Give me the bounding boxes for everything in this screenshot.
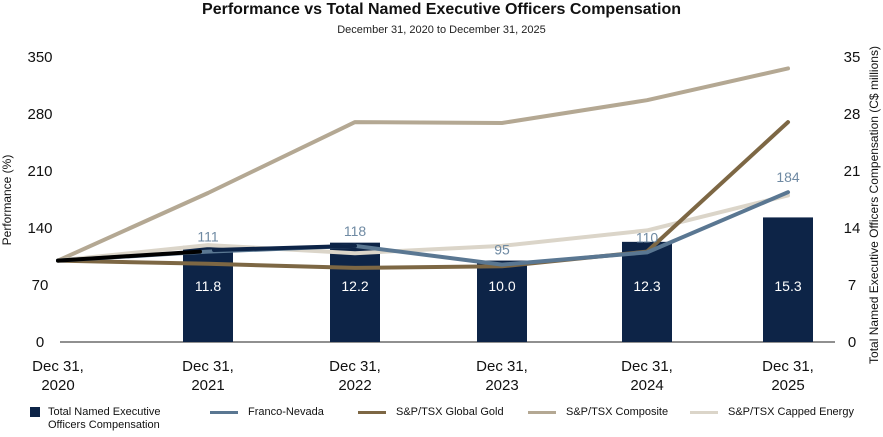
compensation-bar	[622, 241, 672, 342]
franco-nevada-value-label: 184	[776, 169, 800, 185]
x-tick-label-line2: 2021	[191, 377, 224, 394]
x-tick-label-line2: 2024	[630, 377, 663, 394]
legend-item-compensation: Total Named Executive Officers Compensat…	[30, 406, 161, 432]
legend-swatch-compensation	[30, 407, 40, 417]
compensation-bar-label: 15.3	[774, 278, 801, 294]
chart-legend: Total Named Executive Officers Compensat…	[30, 406, 880, 436]
compensation-bar	[763, 217, 813, 342]
legend-swatch-franco-nevada	[210, 411, 238, 414]
y-tick-left-label: 70	[32, 277, 49, 294]
legend-item-capped-energy: S&P/TSX Capped Energy	[690, 406, 854, 419]
compensation-bar	[477, 260, 527, 342]
legend-label-compensation: Total Named Executive Officers Compensat…	[48, 406, 161, 431]
chart-labels: 0 70 140 210 280 350 0 7 14 21 28 35 Dec 31, 2020 Dec …	[27, 49, 860, 394]
y-axis-left-label: Performance (%)	[0, 155, 14, 246]
x-tick-label-line1: Dec 31,	[32, 358, 84, 375]
x-tick-label-line1: Dec 31,	[182, 358, 234, 375]
legend-label-franco-nevada: Franco-Nevada	[248, 406, 324, 418]
y-tick-left-label: 350	[27, 49, 52, 66]
y-tick-left-label: 0	[36, 334, 44, 351]
x-tick-label-line2: 2023	[485, 377, 518, 394]
y-tick-right-label: 35	[844, 49, 861, 66]
y-tick-right-label: 7	[848, 277, 856, 294]
y-tick-right-label: 0	[848, 334, 856, 351]
composite-line	[56, 66, 790, 263]
x-tick-label-line1: Dec 31,	[762, 358, 814, 375]
y-tick-right-label: 28	[844, 106, 861, 123]
chart-subtitle: December 31, 2020 to December 31, 2025	[337, 24, 546, 36]
x-tick-label-line1: Dec 31,	[476, 358, 528, 375]
x-tick-label-line2: 2025	[771, 377, 804, 394]
legend-swatch-capped-energy	[690, 411, 718, 414]
global-gold-line	[56, 120, 790, 270]
compensation-bars	[183, 217, 813, 342]
x-tick-label-line1: Dec 31,	[621, 358, 673, 375]
compensation-bar-label: 12.2	[341, 278, 368, 294]
legend-item-global-gold: S&P/TSX Global Gold	[358, 406, 504, 419]
franco-nevada-segment-2022	[212, 243, 357, 252]
compensation-bar	[330, 242, 380, 342]
compensation-bar-label: 11.8	[195, 278, 221, 294]
capped-energy-line	[56, 193, 790, 263]
legend-label-composite: S&P/TSX Composite	[566, 406, 669, 418]
x-tick-label-line2: 2020	[41, 377, 74, 394]
y-axis-right-label: Total Named Executive Officers Compensat…	[867, 46, 881, 364]
franco-nevada-segment-2021	[56, 249, 202, 263]
legend-label-capped-energy: S&P/TSX Capped Energy	[728, 406, 854, 418]
franco-nevada-value-label: 95	[494, 242, 510, 258]
legend-swatch-composite	[528, 411, 556, 414]
chart-title: Performance vs Total Named Executive Off…	[202, 1, 681, 18]
franco-nevada-value-label: 110	[636, 229, 659, 245]
franco-nevada-value-label: 118	[344, 223, 367, 239]
legend-item-composite: S&P/TSX Composite	[528, 406, 668, 419]
compensation-bar-label: 10.0	[488, 278, 515, 294]
y-tick-right-label: 14	[844, 220, 861, 237]
performance-lines	[56, 66, 790, 270]
x-tick-label-line2: 2022	[338, 377, 371, 394]
y-tick-right-label: 21	[844, 163, 861, 180]
y-tick-left-label: 280	[27, 106, 52, 123]
legend-swatch-global-gold	[358, 411, 386, 414]
y-tick-left-label: 210	[27, 163, 52, 180]
legend-item-franco-nevada: Franco-Nevada	[210, 406, 324, 419]
legend-label-global-gold: S&P/TSX Global Gold	[396, 406, 504, 418]
x-tick-label-line1: Dec 31,	[329, 358, 381, 375]
y-tick-left-label: 140	[27, 220, 52, 237]
compensation-bar-label: 12.3	[633, 278, 660, 294]
franco-nevada-value-label: 111	[197, 229, 218, 245]
